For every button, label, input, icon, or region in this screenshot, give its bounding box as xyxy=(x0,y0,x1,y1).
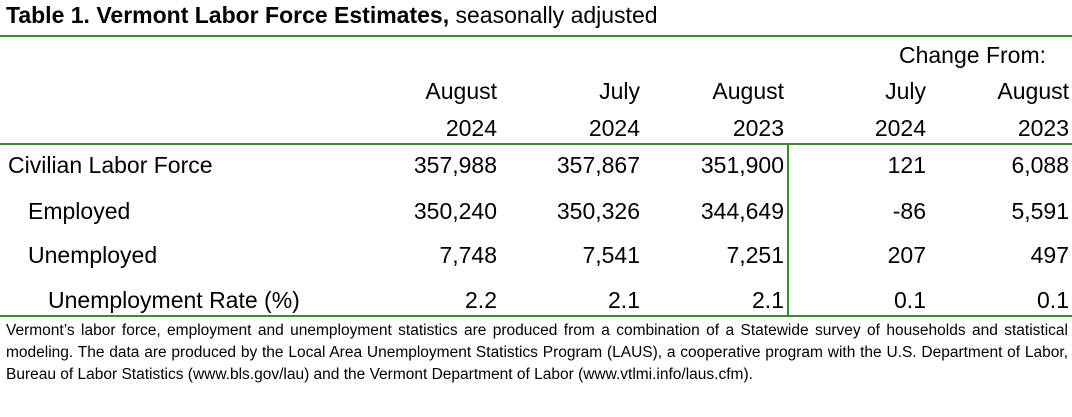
table-title: Table 1. Vermont Labor Force Estimates, … xyxy=(6,2,658,29)
change-from-label: Change From: xyxy=(898,42,1046,68)
cell: 7,251 xyxy=(726,242,784,268)
cell: 0.1 xyxy=(894,287,926,313)
col-2-year: 2024 xyxy=(588,115,640,141)
top-rule xyxy=(0,35,1072,37)
cell: -86 xyxy=(892,198,926,224)
bottom-rule xyxy=(0,315,1072,317)
cell: 207 xyxy=(887,242,926,268)
cell: 350,240 xyxy=(413,198,497,224)
row-label: Unemployment Rate (%) xyxy=(48,287,300,313)
row-label: Unemployed xyxy=(28,242,158,268)
table-title-bold: Table 1. Vermont Labor Force Estimates, xyxy=(6,2,450,28)
cell: 350,326 xyxy=(556,198,640,224)
cell: 344,649 xyxy=(700,198,784,224)
header-rule xyxy=(0,143,1072,145)
col-4-year: 2024 xyxy=(874,115,926,141)
cell: 6,088 xyxy=(1011,152,1069,178)
cell: 2.1 xyxy=(752,287,784,313)
col-3-year: 2023 xyxy=(732,115,784,141)
cell: 357,988 xyxy=(413,152,497,178)
col-3-month: August xyxy=(712,78,784,104)
cell: 7,748 xyxy=(439,242,497,268)
cell: 121 xyxy=(887,152,926,178)
col-1-month: August xyxy=(425,78,497,104)
table-title-subtitle: seasonally adjusted xyxy=(449,2,658,28)
cell: 351,900 xyxy=(700,152,784,178)
change-divider xyxy=(787,145,789,316)
col-1-year: 2024 xyxy=(445,115,497,141)
cell: 7,541 xyxy=(582,242,640,268)
col-5-year: 2023 xyxy=(1017,115,1069,141)
col-4-month: July xyxy=(885,78,926,104)
row-label: Employed xyxy=(28,198,131,224)
col-5-month: August xyxy=(997,78,1069,104)
row-label: Civilian Labor Force xyxy=(8,152,213,178)
cell: 2.1 xyxy=(608,287,640,313)
cell: 5,591 xyxy=(1011,198,1069,224)
cell: 2.2 xyxy=(465,287,497,313)
footnote: Vermont’s labor force, employment and un… xyxy=(6,322,1068,383)
cell: 357,867 xyxy=(556,152,640,178)
col-2-month: July xyxy=(599,78,640,104)
cell: 0.1 xyxy=(1037,287,1069,313)
cell: 497 xyxy=(1030,242,1069,268)
